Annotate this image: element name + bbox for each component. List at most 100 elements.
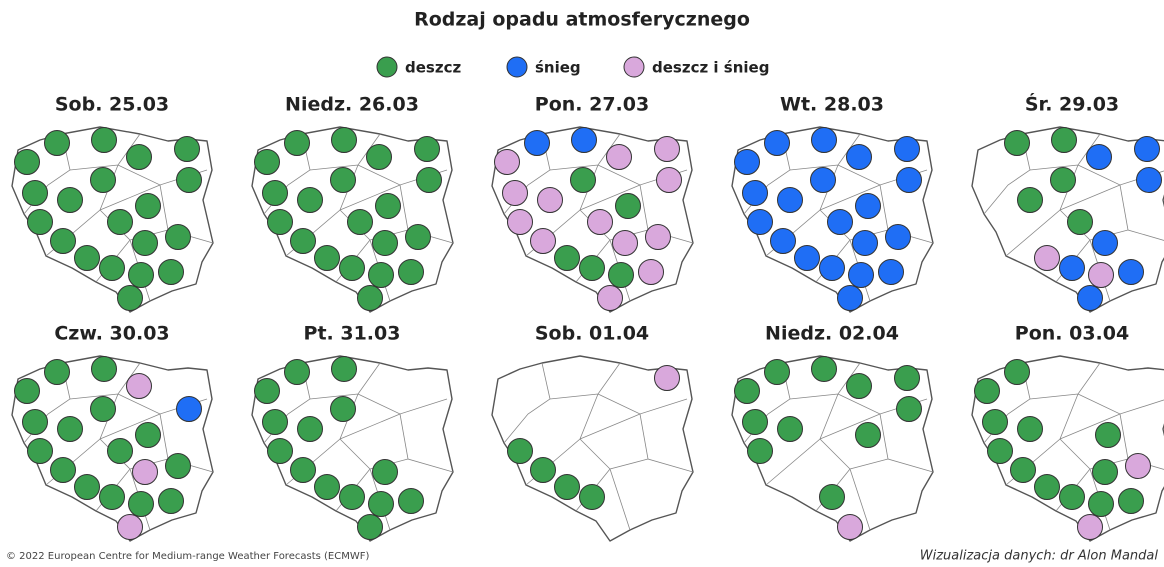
station-dot (297, 187, 323, 213)
station-dot (290, 457, 316, 483)
station-dot (896, 167, 922, 193)
station-dot (99, 484, 125, 510)
station-dot (90, 396, 116, 422)
station-dot (811, 356, 837, 382)
station-dot (764, 130, 790, 156)
station-dot (331, 127, 357, 153)
station-dot (1125, 453, 1151, 479)
station-dot (165, 453, 191, 479)
station-dot (90, 167, 116, 193)
station-dot (27, 209, 53, 235)
station-dot (819, 255, 845, 281)
station-dot (742, 409, 768, 435)
station-dot (176, 167, 202, 193)
station-dot (734, 149, 760, 175)
station-dot (1118, 488, 1144, 514)
station-dot (1118, 259, 1144, 285)
station-dot (176, 396, 202, 422)
station-dot (284, 130, 310, 156)
station-dot (132, 459, 158, 485)
station-dot (297, 416, 323, 442)
map-label: Czw. 30.03 (54, 323, 169, 345)
station-dot (827, 209, 853, 235)
station-dot (974, 378, 1000, 404)
station-dot (262, 180, 288, 206)
station-dot (1004, 359, 1030, 385)
map (251, 126, 454, 313)
map-label: Sob. 25.03 (55, 94, 169, 116)
station-dot (656, 167, 682, 193)
station-dot (22, 409, 48, 435)
station-dot (158, 488, 184, 514)
station-dot (1059, 255, 1085, 281)
station-dot (855, 422, 881, 448)
station-dot (1077, 285, 1103, 311)
station-dot (398, 259, 424, 285)
station-dot (1088, 262, 1114, 288)
station-dot (530, 457, 556, 483)
station-dot (742, 180, 768, 206)
station-dot (22, 180, 48, 206)
station-dot (885, 224, 911, 250)
station-dot (50, 228, 76, 254)
station-dot (347, 209, 373, 235)
station-dot (1092, 230, 1118, 256)
station-dot (267, 438, 293, 464)
station-dot (846, 373, 872, 399)
station-dot (339, 255, 365, 281)
station-dot (571, 127, 597, 153)
map (491, 355, 694, 542)
station-dot (339, 484, 365, 510)
map-label: Niedz. 02.04 (765, 323, 899, 345)
station-dot (507, 209, 533, 235)
station-dot (1051, 127, 1077, 153)
station-dot (117, 285, 143, 311)
map (491, 126, 694, 313)
station-dot (91, 356, 117, 382)
station-dot (1050, 167, 1076, 193)
legend-label: śnieg (535, 59, 581, 77)
station-dot (1086, 144, 1112, 170)
station-dot (1092, 459, 1118, 485)
station-dot (1034, 474, 1060, 500)
station-dot (587, 209, 613, 235)
station-dot (262, 409, 288, 435)
station-dot (597, 285, 623, 311)
station-dot (1088, 491, 1114, 517)
station-dot (734, 378, 760, 404)
station-dot (579, 255, 605, 281)
title: Rodzaj opadu atmosferycznego (414, 9, 750, 31)
station-dot (165, 224, 191, 250)
station-dot (330, 396, 356, 422)
station-dot (894, 136, 920, 162)
station-dot (1134, 136, 1160, 162)
station-dot (654, 365, 680, 391)
map-label: Pt. 31.03 (304, 323, 401, 345)
station-dot (1136, 167, 1162, 193)
station-dot (126, 144, 152, 170)
station-dot (74, 245, 100, 271)
map (971, 126, 1164, 313)
station-dot (372, 230, 398, 256)
station-dot (14, 378, 40, 404)
station-dot (1017, 416, 1043, 442)
station-dot (314, 474, 340, 500)
station-dot (654, 136, 680, 162)
station-dot (174, 136, 200, 162)
station-dot (770, 228, 796, 254)
station-dot (507, 438, 533, 464)
station-dot (1077, 514, 1103, 540)
station-dot (128, 491, 154, 517)
station-dot (794, 245, 820, 271)
station-dot (987, 438, 1013, 464)
station-dot (570, 167, 596, 193)
station-dot (135, 193, 161, 219)
station-dot (1017, 187, 1043, 213)
station-dot (330, 167, 356, 193)
station-dot (254, 378, 280, 404)
map (971, 355, 1164, 542)
station-dot (811, 127, 837, 153)
map (11, 126, 214, 313)
station-dot (254, 149, 280, 175)
